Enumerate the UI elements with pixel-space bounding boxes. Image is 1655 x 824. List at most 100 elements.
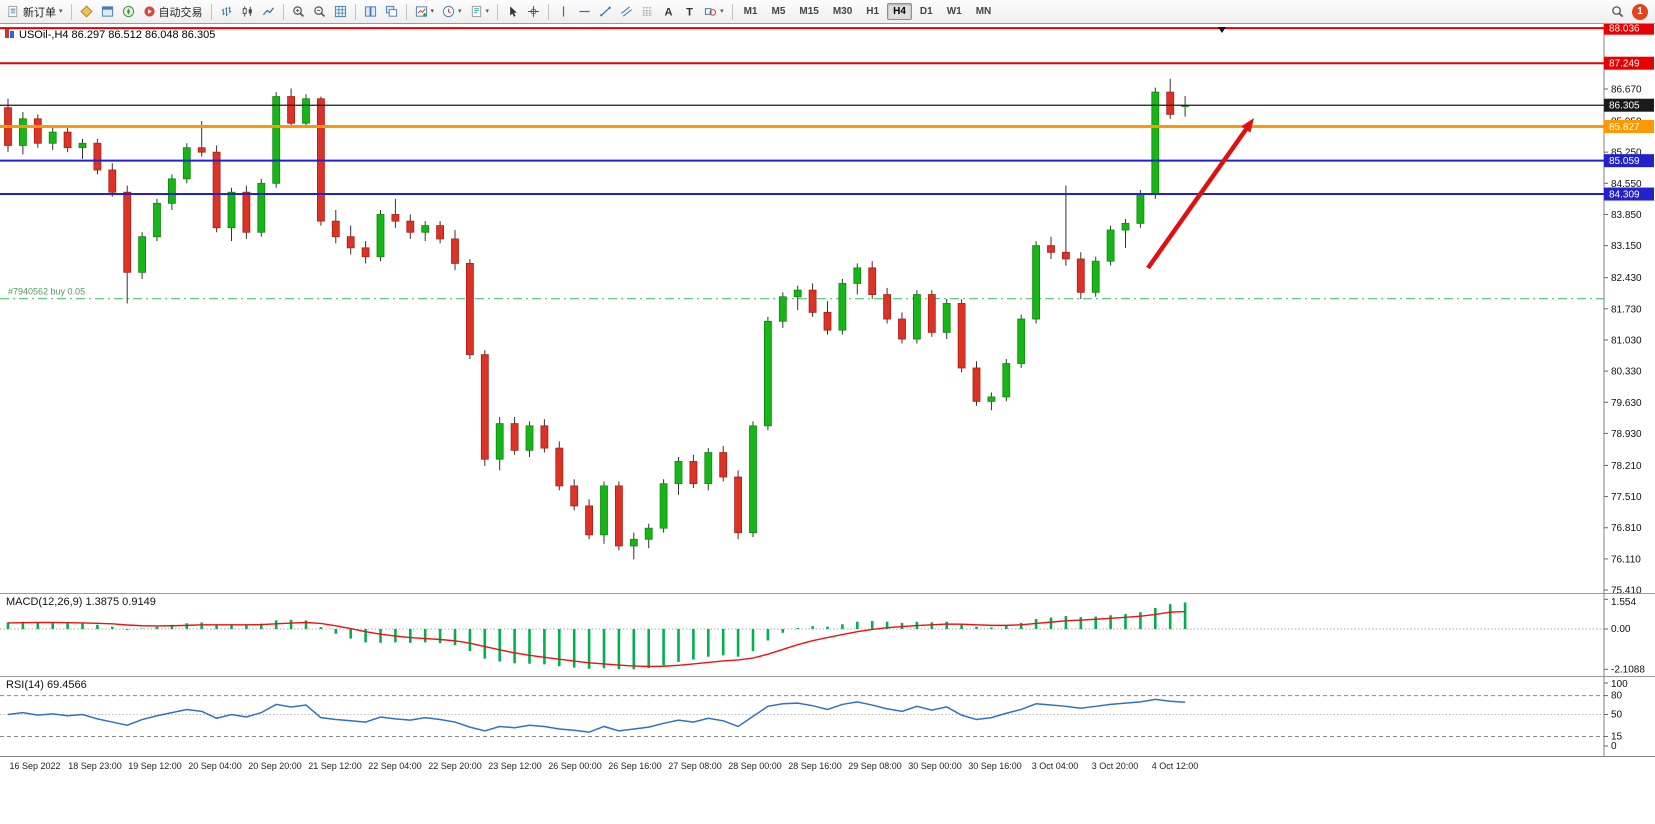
data-window-button[interactable]: [97, 2, 118, 22]
timeframe-m30-button[interactable]: M30: [832, 6, 853, 17]
zoom-out-button[interactable]: [309, 2, 330, 22]
timeframe-w1-button[interactable]: W1: [946, 6, 962, 17]
autotrade-label: 自动交易: [158, 6, 203, 19]
text-label-button[interactable]: T: [679, 2, 700, 22]
rsi-tick-label: 50: [1611, 710, 1623, 721]
candlestick-icon: [241, 5, 254, 18]
timeframe-h4-button[interactable]: H4: [887, 3, 912, 20]
vline-icon: [557, 5, 570, 18]
grid-icon: [334, 5, 347, 18]
dropdown-caret-icon: ▾: [485, 8, 490, 15]
chart-bars-button[interactable]: [216, 2, 237, 22]
rsi-line: [7, 698, 1186, 733]
navigator-button[interactable]: [118, 2, 139, 22]
new-order-button[interactable]: 新订单 ▾: [3, 2, 67, 22]
timeframe-mn-button[interactable]: MN: [975, 6, 992, 17]
trendline-button[interactable]: [595, 2, 616, 22]
chart-title: USOil-,H4 86.297 86.512 86.048 86.305: [19, 29, 215, 41]
zoom-in-button[interactable]: [288, 2, 309, 22]
dropdown-caret-icon: ▾: [458, 8, 462, 15]
text-button[interactable]: A: [658, 2, 679, 22]
navigator-icon: [122, 5, 135, 18]
price-tick-label: 77.510: [1611, 492, 1642, 503]
text-icon: A: [662, 5, 675, 18]
horizontal-line-button[interactable]: [574, 2, 595, 22]
shapes-icon: [704, 5, 717, 18]
timeframe-h1-button[interactable]: H1: [866, 6, 880, 17]
timeframe-m5-button[interactable]: M5: [771, 6, 786, 17]
vertical-line-button[interactable]: [553, 2, 574, 22]
time-axis[interactable]: 16 Sep 2022 18 Sep 23:00 19 Sep 12:00 20 Se…: [0, 756, 1655, 776]
bid-line-price-text: 86.305: [1609, 101, 1640, 112]
grid-button[interactable]: [330, 2, 351, 22]
price-tick-label: 81.030: [1611, 335, 1642, 346]
periods-button[interactable]: ▾: [438, 2, 466, 22]
line-chart-icon: [262, 5, 275, 18]
timeframe-d1-button[interactable]: D1: [919, 6, 933, 17]
price-chart-panel[interactable]: 86.67085.95085.25084.55083.85083.15082.4…: [0, 24, 1655, 593]
time-tick-label: 20 Sep 20:00: [248, 761, 302, 771]
bid-line-price-flag: [1604, 98, 1654, 112]
macd-tick-label: 0.00: [1611, 624, 1631, 635]
fibonacci-button[interactable]: [637, 2, 658, 22]
chart-line-button[interactable]: [258, 2, 279, 22]
orange-level-price-flag: [1604, 119, 1654, 133]
search-button[interactable]: [1607, 2, 1628, 22]
price-tick-label: 84.550: [1611, 179, 1642, 190]
dropdown-caret-icon: ▾: [59, 8, 63, 15]
resistance-price-flag: [1604, 56, 1654, 70]
svg-text:T: T: [686, 7, 693, 18]
time-tick-label: 21 Sep 12:00: [308, 761, 362, 771]
equidistant-channel-button[interactable]: [616, 2, 637, 22]
svg-text:A: A: [665, 7, 673, 18]
time-tick-label: 30 Sep 16:00: [968, 761, 1022, 771]
crosshair-button[interactable]: [523, 2, 544, 22]
dropdown-caret-icon: ▾: [430, 8, 435, 15]
rsi-tick-label: 80: [1611, 691, 1623, 702]
template-icon: [470, 5, 483, 18]
time-tick-label: 20 Sep 04:00: [188, 761, 242, 771]
toolbar-right-icons: 1: [1607, 2, 1652, 22]
macd-panel[interactable]: 1.554 0.00 -2.1088 MACD(12,26,9) 1.3875 0.9…: [0, 593, 1655, 676]
chart-candlesticks-button[interactable]: [237, 2, 258, 22]
resistance-high-price-text: 88.036: [1609, 24, 1640, 35]
market-watch-icon: [79, 5, 93, 18]
zoom-out-icon: [313, 5, 326, 18]
templates-button[interactable]: ▾: [466, 2, 494, 22]
time-tick-label: 19 Sep 12:00: [128, 761, 182, 771]
time-tick-label: 23 Sep 12:00: [488, 761, 542, 771]
timeframe-m15-button[interactable]: M15: [799, 6, 819, 17]
dropdown-caret-icon: ▾: [720, 8, 724, 15]
market-watch-button[interactable]: [76, 2, 97, 22]
toolbar-separator: [354, 3, 356, 20]
notification-badge[interactable]: 1: [1632, 3, 1648, 20]
arrows-button[interactable]: ▾: [700, 2, 728, 22]
timeframe-m1-button[interactable]: M1: [743, 6, 758, 17]
autotrade-button[interactable]: 自动交易: [139, 2, 207, 22]
time-tick-label: 22 Sep 04:00: [368, 761, 422, 771]
rsi-tick-label: 0: [1611, 741, 1617, 752]
candles: [4, 78, 1189, 560]
tile-windows-button[interactable]: [360, 2, 381, 22]
cursor-button[interactable]: [502, 2, 523, 22]
zoom-in-icon: [292, 5, 305, 18]
price-tick-label: 79.630: [1611, 398, 1642, 409]
chart-window[interactable]: 86.67085.95085.25084.55083.85083.15082.4…: [0, 24, 1655, 824]
time-tick-label: 26 Sep 16:00: [608, 761, 662, 771]
trend-arrow[interactable]: [1146, 126, 1249, 270]
time-tick-label: 4 Oct 12:00: [1151, 761, 1199, 771]
price-tick-label: 78.930: [1611, 429, 1642, 440]
cascade-windows-button[interactable]: [381, 2, 402, 22]
label-icon: T: [683, 5, 696, 18]
macd-tick-label: 1.554: [1611, 597, 1636, 608]
toolbar-separator: [70, 3, 72, 20]
time-tick-label: 28 Sep 00:00: [728, 761, 782, 771]
price-tick-label: 82.430: [1611, 273, 1642, 284]
new-chart-button[interactable]: ▾: [411, 2, 439, 22]
search-icon: [1611, 5, 1624, 18]
clock-icon: [442, 5, 455, 18]
price-tick-label: 78.210: [1611, 461, 1642, 472]
chart-shift-marker[interactable]: [1218, 27, 1226, 33]
